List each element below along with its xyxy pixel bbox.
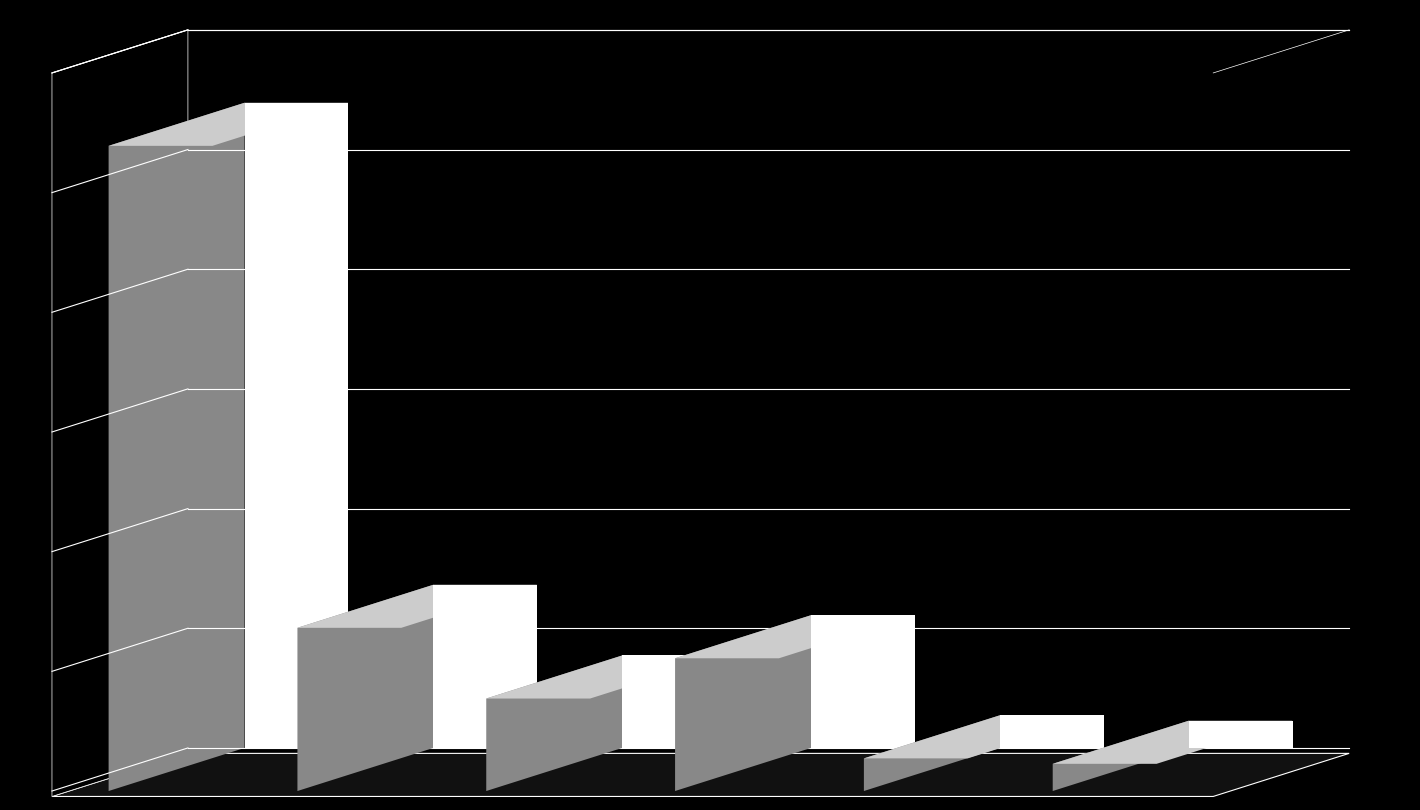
Polygon shape <box>1052 721 1189 791</box>
Polygon shape <box>863 715 1103 758</box>
Polygon shape <box>674 616 811 791</box>
Polygon shape <box>244 103 348 748</box>
Polygon shape <box>297 585 433 791</box>
Polygon shape <box>486 655 622 791</box>
Polygon shape <box>486 655 726 698</box>
Polygon shape <box>53 753 1349 796</box>
Polygon shape <box>1052 721 1292 764</box>
Polygon shape <box>1000 715 1103 748</box>
Polygon shape <box>108 103 348 146</box>
Polygon shape <box>53 30 187 796</box>
Polygon shape <box>433 585 537 748</box>
Polygon shape <box>622 655 726 748</box>
Polygon shape <box>1189 721 1292 748</box>
Polygon shape <box>811 616 914 748</box>
Polygon shape <box>863 715 1000 791</box>
Polygon shape <box>297 585 537 628</box>
Polygon shape <box>674 616 914 659</box>
Polygon shape <box>108 103 244 791</box>
